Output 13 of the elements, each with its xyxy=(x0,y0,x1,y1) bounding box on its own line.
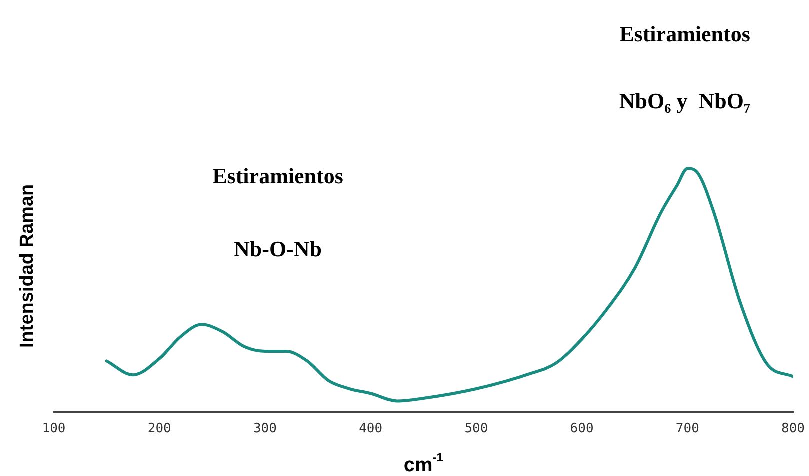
x-tick-label: 500 xyxy=(464,422,488,437)
annotation: Estiramientos xyxy=(212,164,344,189)
annotation: Nb-O-Nb xyxy=(234,236,322,262)
x-tick-label: 600 xyxy=(570,422,594,437)
x-tick-label: 200 xyxy=(148,422,172,437)
y-axis-title: Intensidad Raman xyxy=(17,184,38,348)
text: Estiramientos xyxy=(620,22,751,47)
x-tick-label: 800 xyxy=(782,422,805,437)
x-tick-label: 100 xyxy=(42,422,66,437)
text: NbO₆ y NbO₇ xyxy=(619,88,751,114)
x-tick-label: 300 xyxy=(253,422,277,437)
x-tick-label: 400 xyxy=(359,422,383,437)
x-tick-label: 700 xyxy=(676,422,700,437)
